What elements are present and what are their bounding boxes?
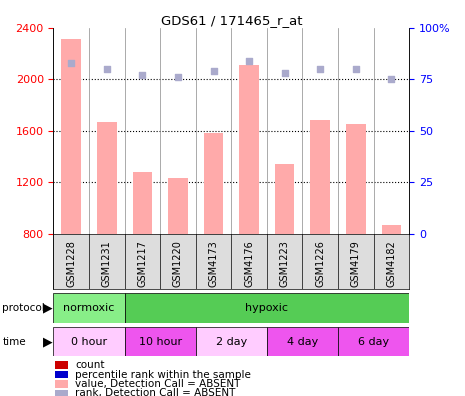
- Point: [352, 66, 359, 72]
- Bar: [239, 65, 259, 234]
- Text: ▶: ▶: [43, 335, 53, 348]
- Point: [139, 72, 146, 78]
- Text: 0 hour: 0 hour: [71, 337, 107, 346]
- Bar: [168, 178, 188, 234]
- Bar: [382, 225, 401, 234]
- Text: GSM1220: GSM1220: [173, 240, 183, 287]
- Text: value, Detection Call = ABSENT: value, Detection Call = ABSENT: [75, 379, 240, 389]
- Point: [388, 76, 395, 82]
- Text: 6 day: 6 day: [358, 337, 389, 346]
- Bar: [267, 327, 338, 356]
- Point: [174, 74, 182, 80]
- Bar: [97, 122, 117, 234]
- Text: GSM4179: GSM4179: [351, 240, 361, 287]
- Bar: [125, 327, 196, 356]
- Text: hypoxic: hypoxic: [246, 303, 288, 313]
- Text: GSM1223: GSM1223: [279, 240, 290, 287]
- Text: ▶: ▶: [43, 301, 53, 314]
- Point: [67, 59, 75, 66]
- Text: GSM1226: GSM1226: [315, 240, 326, 287]
- Bar: [53, 293, 125, 323]
- Title: GDS61 / 171465_r_at: GDS61 / 171465_r_at: [160, 13, 302, 27]
- Point: [210, 68, 217, 74]
- Bar: [53, 327, 125, 356]
- Text: GSM4176: GSM4176: [244, 240, 254, 287]
- Bar: [196, 327, 267, 356]
- Bar: [204, 133, 223, 234]
- Text: 10 hour: 10 hour: [139, 337, 182, 346]
- Point: [246, 57, 253, 64]
- Text: percentile rank within the sample: percentile rank within the sample: [75, 369, 251, 379]
- Text: time: time: [2, 337, 26, 346]
- Bar: [338, 327, 409, 356]
- Text: GSM1231: GSM1231: [102, 240, 112, 287]
- Text: GSM4173: GSM4173: [208, 240, 219, 287]
- Text: normoxic: normoxic: [63, 303, 115, 313]
- Bar: [311, 120, 330, 234]
- Bar: [125, 293, 409, 323]
- Bar: [55, 390, 68, 396]
- Text: GSM4182: GSM4182: [386, 240, 397, 287]
- Text: count: count: [75, 360, 105, 370]
- Bar: [55, 371, 68, 378]
- Point: [103, 66, 111, 72]
- Text: 2 day: 2 day: [216, 337, 247, 346]
- Bar: [55, 380, 68, 388]
- Point: [317, 66, 324, 72]
- Bar: [346, 124, 365, 234]
- Point: [281, 70, 288, 76]
- Bar: [61, 39, 81, 234]
- Text: GSM1217: GSM1217: [137, 240, 147, 287]
- Text: GSM1228: GSM1228: [66, 240, 76, 287]
- Bar: [133, 172, 152, 234]
- Bar: [55, 362, 68, 369]
- Bar: [275, 164, 294, 234]
- Text: protocol: protocol: [2, 303, 45, 313]
- Text: 4 day: 4 day: [287, 337, 318, 346]
- Text: rank, Detection Call = ABSENT: rank, Detection Call = ABSENT: [75, 388, 236, 396]
